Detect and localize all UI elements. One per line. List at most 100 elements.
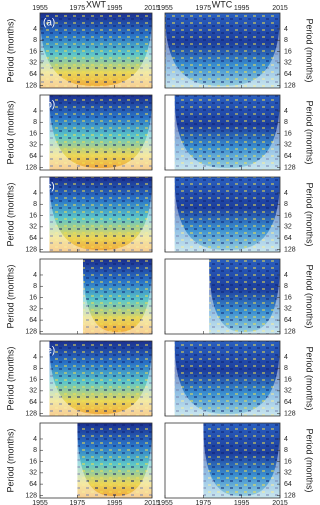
panel-frame: [164, 12, 281, 89]
y-tick-label: 8: [33, 119, 37, 126]
cone-of-influence: [49, 341, 153, 416]
panel-label: (d): [43, 264, 55, 275]
cone-of-influence: [165, 13, 280, 88]
y-tick-label: 8: [33, 201, 37, 208]
x-tick-label: 1975: [196, 5, 212, 12]
heatmap-texture: [174, 341, 280, 416]
y-tick-label: 32: [284, 142, 292, 149]
y-tick-label: 16: [29, 376, 37, 383]
y-tick-label: 8: [284, 283, 288, 290]
x-tick-label: 2015: [272, 5, 288, 12]
column-title: WTC: [212, 0, 233, 9]
y-tick-label: 64: [284, 235, 292, 242]
y-tick-label: 128: [284, 246, 296, 253]
y-tick-label: 4: [284, 108, 288, 115]
y-axis-label: Period (months): [5, 428, 15, 492]
y-tick-label: 64: [29, 153, 37, 160]
y-tick-label: 128: [284, 328, 296, 335]
y-tick-label: 64: [29, 481, 37, 488]
y-tick-label: 4: [33, 190, 37, 197]
y-axis-label: Period (months): [305, 264, 315, 328]
cone-of-influence: [174, 95, 280, 170]
y-tick-label: 32: [284, 60, 292, 67]
panel-frame: [164, 258, 281, 335]
y-tick-label: 128: [284, 82, 296, 89]
y-axis-label: Period (months): [305, 182, 315, 246]
y-tick-label: 32: [29, 142, 37, 149]
heatmap-texture: [165, 13, 280, 88]
y-tick-label: 4: [284, 26, 288, 33]
y-axis-label: Period (months): [305, 428, 315, 492]
y-tick-label: 64: [284, 481, 292, 488]
y-tick-label: 64: [284, 399, 292, 406]
y-tick-label: 64: [29, 399, 37, 406]
y-tick-label: 128: [25, 492, 37, 499]
panel-frame: [39, 94, 153, 171]
y-tick-label: 16: [29, 48, 37, 55]
heatmap-texture: [40, 13, 152, 88]
cone-of-influence: [174, 341, 280, 416]
y-tick-label: 32: [29, 306, 37, 313]
heatmap-texture: [49, 95, 153, 170]
y-tick-label: 16: [284, 130, 292, 137]
y-tick-label: 128: [25, 82, 37, 89]
x-tick-label: 1995: [234, 5, 250, 12]
y-tick-label: 4: [284, 436, 288, 443]
y-tick-label: 8: [33, 37, 37, 44]
y-tick-label: 32: [284, 224, 292, 231]
y-axis-label: Period (months): [5, 18, 15, 82]
y-tick-label: 64: [29, 235, 37, 242]
x-tick-label: 1955: [32, 5, 48, 12]
panel-label: (e): [43, 346, 55, 357]
heatmap-texture: [82, 259, 152, 334]
y-tick-label: 32: [29, 224, 37, 231]
y-tick-label: 4: [284, 272, 288, 279]
y-tick-label: 8: [284, 365, 288, 372]
panel-frame: [164, 94, 281, 171]
x-tick-label: 1955: [157, 5, 173, 12]
panel-frame: [39, 340, 153, 417]
column-title: XWT: [86, 0, 106, 9]
y-axis-label: Period (months): [5, 182, 15, 246]
y-tick-label: 8: [33, 365, 37, 372]
y-axis-label: Period (months): [5, 100, 15, 164]
y-tick-label: 64: [284, 153, 292, 160]
panel-label: (a): [43, 18, 55, 29]
data-start: [40, 177, 50, 252]
y-tick-label: 16: [284, 48, 292, 55]
x-tick-label: 1975: [70, 5, 86, 12]
y-tick-label: 4: [33, 26, 37, 33]
heatmap-texture: [203, 423, 280, 498]
panel-frame: [39, 12, 153, 89]
data-start: [40, 423, 78, 498]
y-tick-label: 8: [284, 37, 288, 44]
heatmap-texture: [174, 177, 280, 252]
data-start: [165, 423, 204, 498]
y-tick-label: 16: [29, 294, 37, 301]
y-tick-label: 8: [284, 201, 288, 208]
heatmap-texture: [209, 259, 280, 334]
cone-of-influence: [40, 13, 152, 88]
cone-of-influence: [203, 423, 280, 498]
data-start: [165, 341, 175, 416]
y-tick-label: 32: [284, 306, 292, 313]
panel-frame: [39, 422, 153, 499]
cone-of-influence: [49, 177, 153, 252]
y-tick-label: 64: [284, 317, 292, 324]
y-tick-label: 4: [284, 190, 288, 197]
x-tick-label: 2015: [272, 500, 288, 505]
data-start: [165, 259, 210, 334]
panel-frame: [39, 176, 153, 253]
y-tick-label: 64: [29, 71, 37, 78]
y-tick-label: 4: [33, 436, 37, 443]
y-tick-label: 16: [284, 458, 292, 465]
y-tick-label: 128: [284, 164, 296, 171]
y-tick-label: 4: [33, 354, 37, 361]
y-axis-label: Period (months): [305, 18, 315, 82]
panel-frame: [164, 422, 281, 499]
x-tick-label: 1955: [157, 500, 173, 505]
y-tick-label: 8: [284, 119, 288, 126]
data-start: [165, 95, 175, 170]
y-tick-label: 128: [284, 410, 296, 417]
